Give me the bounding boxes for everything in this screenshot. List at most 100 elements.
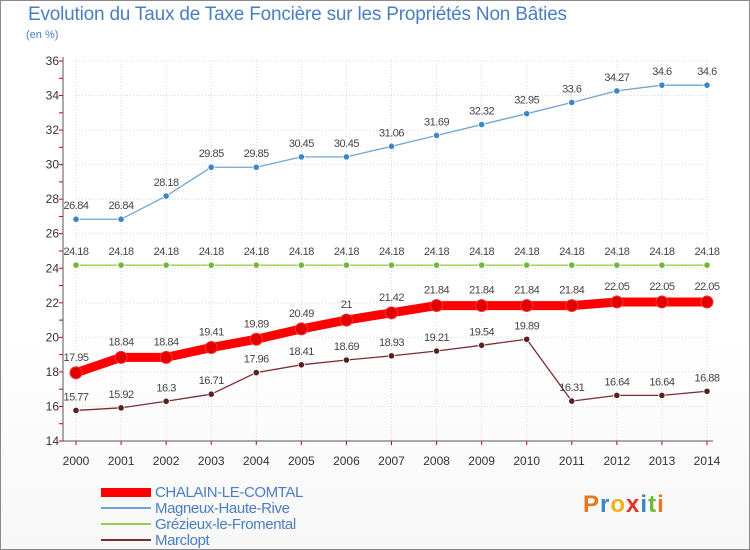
data-point [342, 153, 351, 161]
data-point [475, 299, 489, 313]
data-point [207, 261, 215, 269]
logo-letter: o [610, 491, 627, 518]
data-point [117, 215, 125, 223]
legend: CHALAIN-LE-COMTAL Magneux-Haute-Rive Gré… [101, 484, 303, 549]
x-tick-label: 2001 [108, 454, 135, 468]
data-point [613, 261, 621, 269]
data-point [432, 347, 441, 355]
data-point [703, 261, 711, 269]
y-axis-unit-label: (en %) [26, 29, 59, 41]
data-label: 24.18 [694, 246, 719, 258]
data-label: 34.6 [697, 66, 717, 78]
data-label: 15.92 [109, 389, 134, 401]
logo-letter: t [648, 491, 658, 518]
data-point [432, 261, 441, 269]
data-point [387, 142, 396, 150]
logo-letter: P [583, 491, 601, 518]
data-label: 18.84 [154, 336, 179, 348]
data-label: 22.05 [649, 281, 674, 293]
y-tick-label: 30 [46, 158, 60, 172]
data-point [114, 350, 128, 364]
data-point [613, 87, 621, 95]
data-label: 17.96 [244, 354, 269, 366]
data-label: 16.64 [604, 376, 629, 388]
x-tick-label: 2005 [288, 454, 315, 468]
data-point [568, 397, 576, 405]
legend-label-magneux: Magneux-Haute-Rive [155, 499, 290, 517]
y-tick-label: 32 [46, 123, 60, 137]
data-label: 24.18 [199, 246, 224, 258]
data-label: 32.95 [514, 95, 539, 107]
legend-label-grezieux: Grézieux-le-Fromental [155, 515, 296, 533]
y-tick-label: 14 [46, 434, 60, 448]
data-label: 18.69 [334, 341, 359, 353]
data-label: 24.18 [469, 246, 494, 258]
data-label: 16.31 [559, 382, 584, 394]
data-point [69, 366, 83, 380]
data-label: 28.18 [154, 177, 179, 189]
data-label: 16.3 [156, 382, 176, 394]
y-tick-label: 22 [46, 296, 60, 310]
data-label: 21.84 [514, 285, 539, 297]
x-tick-label: 2012 [604, 454, 631, 468]
data-label: 24.18 [63, 246, 88, 258]
data-label: 24.18 [514, 246, 539, 258]
data-point [658, 391, 666, 399]
data-label: 19.89 [244, 318, 269, 330]
legend-swatch-magneux [101, 507, 151, 509]
data-label: 34.6 [652, 66, 672, 78]
data-label: 26.84 [63, 200, 88, 212]
legend-swatch-chalain [101, 487, 151, 497]
data-point [523, 261, 531, 269]
y-tick-label: 28 [46, 192, 60, 206]
data-point [432, 131, 441, 140]
data-label: 32.32 [469, 106, 494, 118]
data-point [297, 361, 305, 369]
data-label: 19.41 [199, 327, 224, 339]
data-point [655, 295, 669, 309]
x-tick-label: 2003 [198, 454, 225, 468]
x-tick-label: 2000 [63, 454, 90, 468]
data-label: 24.18 [379, 246, 404, 258]
y-tick-label: 26 [46, 227, 60, 241]
data-point [252, 163, 260, 171]
y-tick-label: 36 [46, 54, 60, 68]
data-label: 29.85 [244, 148, 269, 160]
data-point [72, 406, 80, 415]
data-label: 31.69 [424, 116, 449, 128]
data-label: 24.18 [649, 246, 674, 258]
data-point [520, 299, 534, 313]
data-label: 15.77 [63, 391, 88, 403]
data-point [72, 261, 80, 269]
data-point [703, 81, 711, 89]
data-label: 18.93 [379, 337, 404, 349]
data-label: 34.27 [604, 72, 629, 84]
data-point [162, 192, 170, 200]
data-label: 24.18 [154, 246, 179, 258]
y-tick-label: 20 [46, 330, 60, 344]
y-tick-label: 34 [46, 89, 60, 103]
data-point [523, 110, 531, 118]
data-point [249, 332, 263, 346]
logo-letter: x [626, 491, 641, 518]
data-label: 16.64 [649, 376, 674, 388]
data-label: 21.42 [379, 292, 404, 304]
data-point [613, 391, 621, 399]
data-label: 26.84 [109, 200, 134, 212]
data-point [385, 306, 398, 320]
legend-item-chalain: CHALAIN-LE-COMTAL [101, 484, 303, 501]
x-tick-label: 2014 [694, 454, 721, 468]
x-tick-label: 2011 [559, 454, 585, 468]
data-label: 21.84 [424, 285, 449, 297]
data-label: 17.95 [63, 352, 88, 364]
data-point [162, 397, 170, 405]
data-point [207, 163, 215, 171]
data-label: 19.21 [424, 332, 449, 344]
data-point [297, 261, 305, 269]
chart-title: Evolution du Taux de Taxe Foncière sur l… [28, 4, 567, 25]
data-label: 24.18 [424, 246, 449, 258]
data-point [658, 261, 666, 269]
data-point [387, 352, 396, 360]
data-point [117, 261, 125, 269]
